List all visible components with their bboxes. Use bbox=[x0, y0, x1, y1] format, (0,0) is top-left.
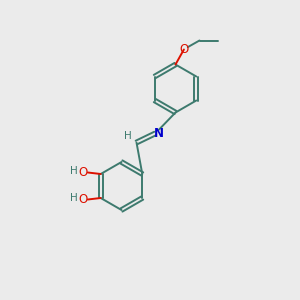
Text: N: N bbox=[154, 127, 164, 140]
Text: O: O bbox=[179, 43, 188, 56]
Text: O: O bbox=[79, 166, 88, 179]
Text: H: H bbox=[70, 166, 78, 176]
Text: O: O bbox=[79, 193, 88, 206]
Text: H: H bbox=[70, 193, 78, 203]
Text: H: H bbox=[124, 131, 131, 141]
